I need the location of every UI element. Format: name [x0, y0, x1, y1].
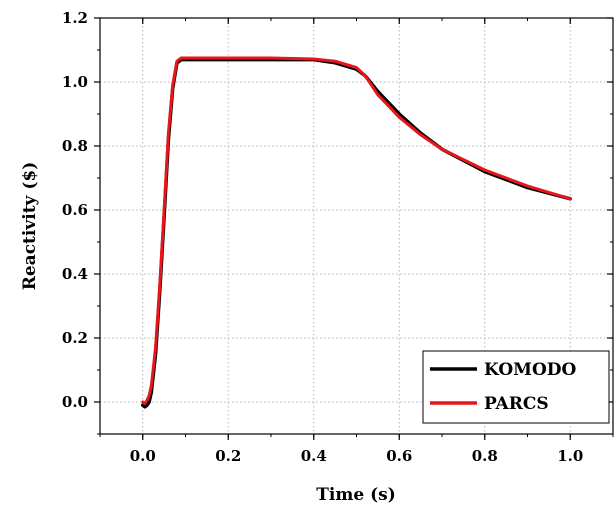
y-tick-labels: 0.0 0.2 0.4 0.6 0.8 1.0 1.2: [62, 9, 88, 411]
y-tick-label: 0.8: [62, 137, 88, 155]
x-tick-label: 1.0: [557, 447, 583, 465]
x-tick-labels: 0.0 0.2 0.4 0.6 0.8 1.0: [130, 447, 584, 465]
legend-box: [422, 350, 610, 424]
x-axis-title: Time (s): [316, 485, 396, 505]
y-tick-label: 1.2: [62, 9, 88, 27]
x-tick-label: 0.0: [130, 447, 156, 465]
x-tick-label: 0.6: [386, 447, 412, 465]
y-tick-label: 1.0: [62, 73, 88, 91]
y-axis-title: Reactivity ($): [20, 162, 40, 291]
x-tick-label: 0.8: [472, 447, 498, 465]
y-tick-label: 0.0: [62, 393, 88, 411]
series-line-parcs: [141, 56, 572, 406]
axis-ticks: [94, 17, 614, 440]
legend-label-parcs: PARCS: [484, 394, 549, 414]
series-lines: [141, 56, 572, 409]
legend-label-komodo: KOMODO: [484, 360, 576, 380]
y-tick-label: 0.2: [62, 329, 88, 347]
x-tick-label: 0.2: [215, 447, 241, 465]
y-tick-label: 0.4: [62, 265, 88, 283]
y-tick-label: 0.6: [62, 201, 88, 219]
x-tick-label: 0.4: [301, 447, 327, 465]
legend: KOMODO PARCS: [422, 350, 610, 424]
